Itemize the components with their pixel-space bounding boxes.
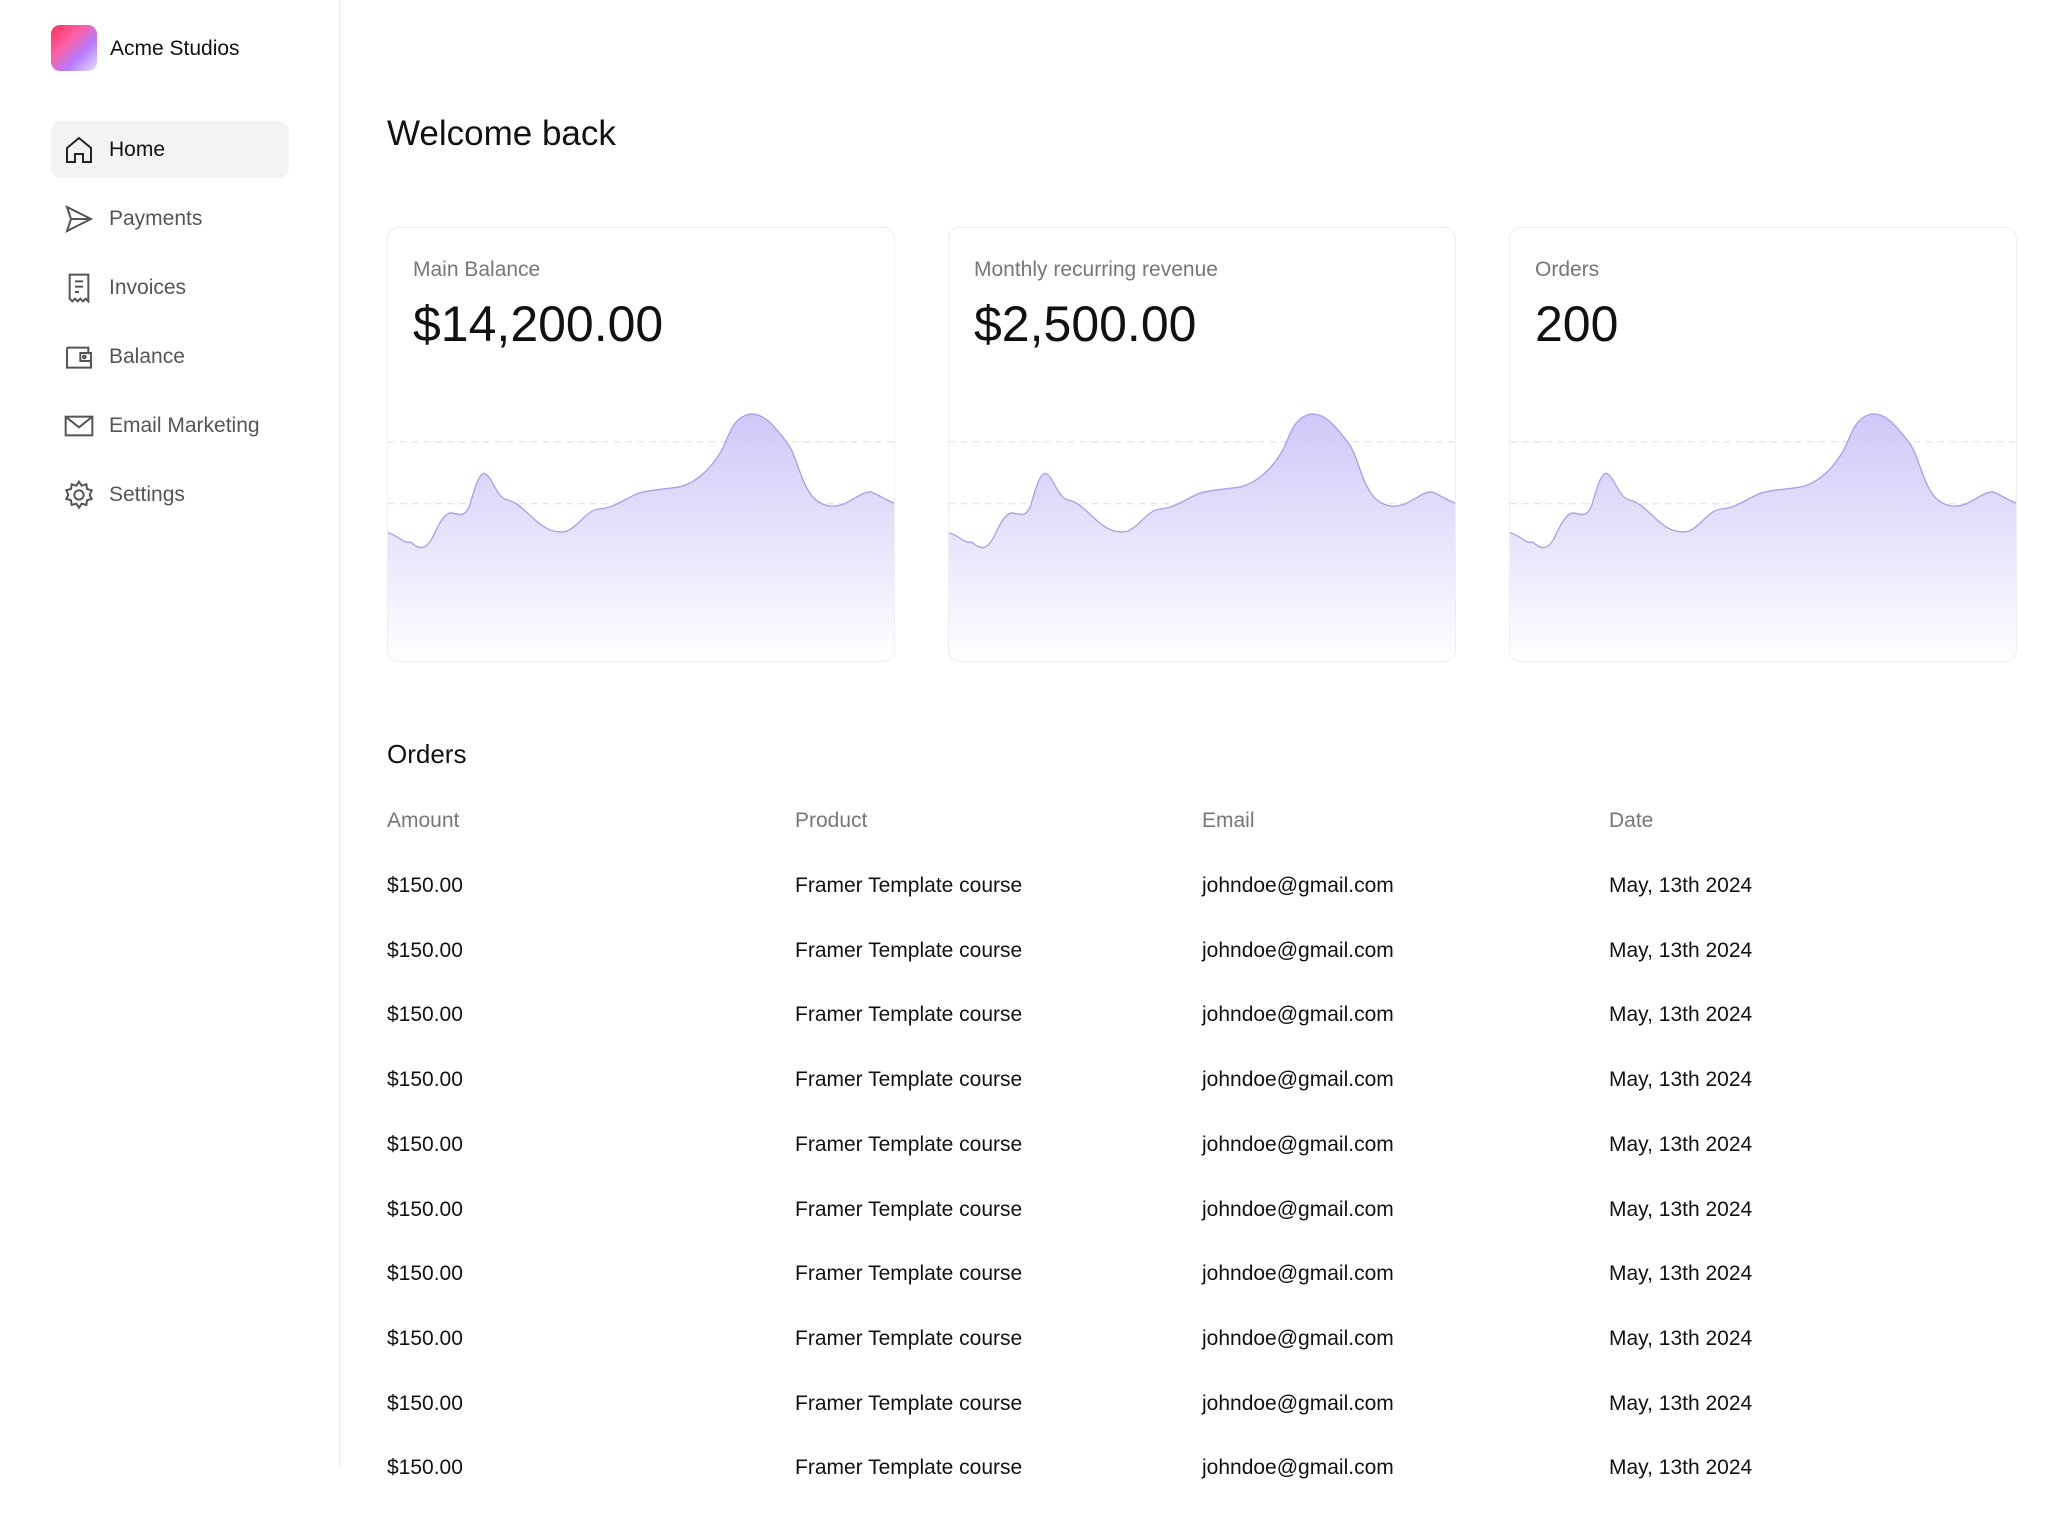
table-cell: Framer Template course — [795, 1326, 1023, 1350]
card-label: Orders — [1535, 258, 1600, 281]
table-cell: $150.00 — [387, 1326, 463, 1350]
table-cell: johndoe@gmail.com — [1202, 1197, 1394, 1221]
table-cell: Framer Template course — [795, 1068, 1023, 1092]
sidebar: Acme Studios Home Payments Invoices Bala… — [0, 0, 340, 1469]
sparkline — [388, 413, 894, 661]
table-cell: Framer Template course — [795, 1262, 1023, 1286]
orders-title: Orders — [387, 739, 467, 769]
table-cell: May, 13th 2024 — [1609, 938, 1753, 962]
table-cell: johndoe@gmail.com — [1202, 938, 1394, 962]
table-cell: Framer Template course — [795, 874, 1023, 897]
card-value: $2,500.00 — [974, 296, 1197, 352]
card-label: Main Balance — [413, 258, 541, 281]
table-cell: $150.00 — [387, 1132, 463, 1156]
table-cell: Framer Template course — [795, 1132, 1023, 1156]
table-cell: Framer Template course — [795, 938, 1023, 962]
nav-item[interactable]: Payments — [51, 190, 289, 247]
settings-icon — [64, 479, 94, 510]
sparkline — [949, 413, 1455, 661]
table-cell: $150.00 — [387, 1197, 463, 1221]
payments-icon — [65, 205, 94, 233]
nav-label: Settings — [109, 483, 185, 506]
table-cell: johndoe@gmail.com — [1202, 874, 1394, 897]
table-cell: May, 13th 2024 — [1609, 1068, 1753, 1092]
card-value: $14,200.00 — [413, 296, 664, 352]
nav-label: Payments — [109, 207, 203, 230]
table-cell: May, 13th 2024 — [1609, 1003, 1753, 1027]
table-cell: $150.00 — [387, 938, 463, 962]
email-icon — [64, 415, 94, 437]
column-header: Email — [1202, 809, 1255, 832]
table-cell: Framer Template course — [795, 1391, 1023, 1415]
card-label: Monthly recurring revenue — [974, 258, 1218, 281]
table-cell: May, 13th 2024 — [1609, 1391, 1753, 1415]
column-header: Amount — [387, 809, 460, 832]
table-cell: Framer Template course — [795, 1003, 1023, 1027]
column-header: Date — [1609, 809, 1654, 832]
table-cell: $150.00 — [387, 1003, 463, 1027]
table-cell: johndoe@gmail.com — [1202, 1326, 1394, 1350]
balance-icon — [66, 346, 92, 369]
table-cell: johndoe@gmail.com — [1202, 1391, 1394, 1415]
nav-item[interactable]: Home — [51, 121, 289, 178]
table-cell: johndoe@gmail.com — [1202, 1262, 1394, 1286]
nav-label: Email Marketing — [109, 414, 260, 437]
table-cell: $150.00 — [387, 1391, 463, 1415]
nav-label: Invoices — [109, 276, 187, 299]
table-cell: johndoe@gmail.com — [1202, 1068, 1394, 1092]
table-cell: johndoe@gmail.com — [1202, 1003, 1394, 1027]
nav-item[interactable]: Invoices — [51, 259, 289, 316]
card-value: 200 — [1535, 296, 1619, 352]
nav-item[interactable]: Settings — [51, 466, 289, 523]
home-icon — [66, 136, 92, 163]
nav-item[interactable]: Balance — [51, 328, 289, 385]
table-cell: $150.00 — [387, 1456, 463, 1480]
logo — [51, 25, 97, 71]
table-cell: May, 13th 2024 — [1609, 1326, 1753, 1350]
table-cell: May, 13th 2024 — [1609, 1132, 1753, 1156]
nav-label: Home — [109, 138, 166, 161]
table-cell: May, 13th 2024 — [1609, 874, 1753, 897]
column-header: Product — [795, 809, 868, 832]
table-cell: May, 13th 2024 — [1609, 1456, 1753, 1480]
table-cell: johndoe@gmail.com — [1202, 1132, 1394, 1156]
page-title: Welcome back — [387, 114, 616, 153]
table-cell: May, 13th 2024 — [1609, 1197, 1753, 1221]
stat-card: Monthly recurring revenue $2,500.00 — [948, 227, 1456, 662]
table-cell: $150.00 — [387, 874, 463, 897]
table-cell: $150.00 — [387, 1068, 463, 1092]
table-cell: May, 13th 2024 — [1609, 1262, 1753, 1286]
nav-label: Balance — [109, 345, 185, 368]
brand: Acme Studios — [110, 37, 240, 60]
table-cell: Framer Template course — [795, 1456, 1023, 1480]
table-cell: johndoe@gmail.com — [1202, 1456, 1394, 1480]
stat-card: Orders 200 — [1509, 227, 2017, 662]
table-cell: Framer Template course — [795, 1197, 1023, 1221]
invoices-icon — [68, 273, 90, 304]
stat-card: Main Balance $14,200.00 — [387, 227, 895, 662]
sparkline — [1510, 413, 2016, 661]
table-cell: $150.00 — [387, 1262, 463, 1286]
nav-item[interactable]: Email Marketing — [51, 397, 289, 454]
